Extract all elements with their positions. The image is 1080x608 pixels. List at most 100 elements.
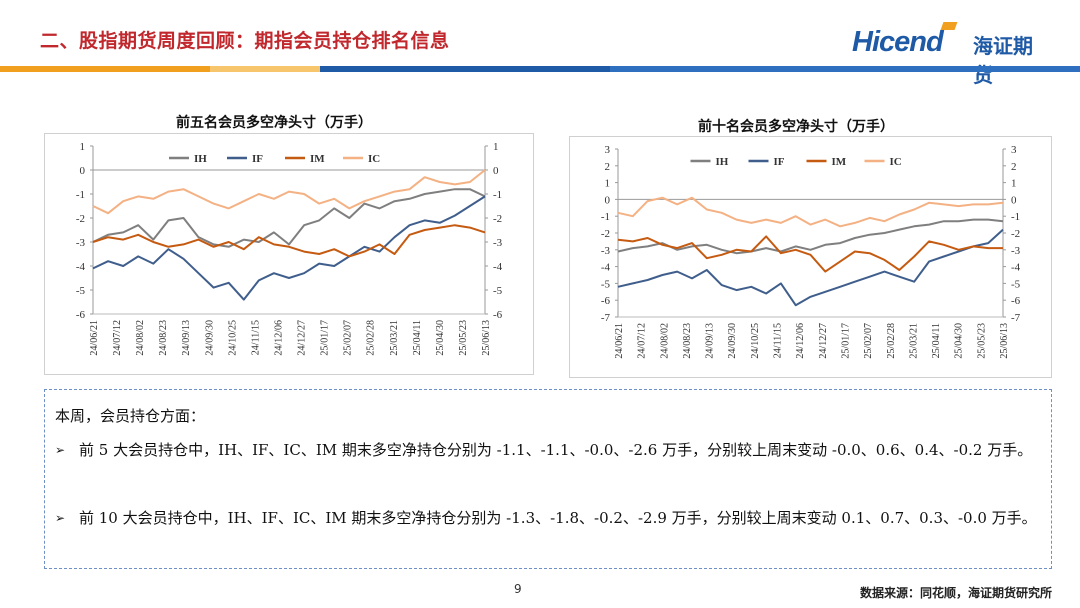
page-title: 二、股指期货周度回顾：期指会员持仓排名信息 <box>40 30 450 52</box>
x-tick-label: 24/08/02 <box>659 323 670 359</box>
y-tick-label-right: 0 <box>493 165 499 177</box>
x-tick-label: 24/12/27 <box>818 323 829 359</box>
y-tick-label-left: -4 <box>76 261 86 273</box>
x-tick-label: 25/04/30 <box>435 320 446 356</box>
x-tick-label: 25/02/07 <box>343 320 354 356</box>
x-tick-label: 25/03/21 <box>389 320 400 356</box>
x-tick-label: 24/11/15 <box>250 320 261 355</box>
series-line-IC <box>617 196 1004 228</box>
logo-en: Hicend <box>852 26 944 58</box>
x-tick-label: 24/08/23 <box>158 320 169 356</box>
y-tick-label-right: 2 <box>1011 161 1017 173</box>
x-tick-label: 24/11/15 <box>773 323 784 358</box>
y-tick-label-left: 1 <box>80 141 86 153</box>
x-tick-label: 25/02/07 <box>863 323 874 359</box>
legend-label-IH: IH <box>716 156 729 168</box>
logo-cn: 海证期货 <box>973 34 1033 87</box>
x-tick-label: 25/04/30 <box>954 323 965 359</box>
x-tick-label: 24/09/13 <box>705 323 716 359</box>
legend-label-IC: IC <box>368 153 380 165</box>
x-tick-label: 24/12/06 <box>795 323 806 359</box>
x-tick-label: 25/02/28 <box>886 323 897 359</box>
y-tick-label-left: -6 <box>76 309 86 321</box>
chart-top5-net-position: 1 1 0 0 -1 -1 -2 -2 -3 -3 -4 -4 -5 -5 -6 -6 24/06/21 24/0… <box>44 133 534 375</box>
data-source: 数据来源：同花顺，海证期货研究所 <box>859 586 1052 600</box>
y-tick-label-left: -5 <box>601 278 611 290</box>
x-tick-label: 24/08/23 <box>682 323 693 359</box>
y-tick-label-left: -1 <box>76 189 85 201</box>
x-tick-label: 25/05/23 <box>458 320 469 356</box>
y-tick-label-left: 0 <box>605 194 611 206</box>
y-tick-label-left: 2 <box>605 161 611 173</box>
y-tick-label-right: -7 <box>1011 312 1021 324</box>
y-tick-label-left: -6 <box>601 295 611 307</box>
bullet-text: 前 10 大会员持仓中，IH、IF、IC、IM 期末多空净持仓分别为 -1.3、… <box>79 509 1037 527</box>
x-tick-label: 25/03/21 <box>908 323 919 359</box>
series-line-IC <box>92 169 486 215</box>
x-tick-label: 24/10/25 <box>227 320 238 356</box>
legend-label-IH: IH <box>194 153 207 165</box>
y-tick-label-left: -3 <box>601 245 611 257</box>
summary-bullet-top5: ➢ 前 5 大会员持仓中，IH、IF、IC、IM 期末多空净持仓分别为 -1.1… <box>55 434 1045 466</box>
x-tick-label: 24/06/21 <box>89 320 100 356</box>
bullet-text: 前 5 大会员持仓中，IH、IF、IC、IM 期末多空净持仓分别为 -1.1、-… <box>79 441 1033 459</box>
logo-mark-icon <box>940 22 958 30</box>
y-tick-label-left: -1 <box>601 211 610 223</box>
y-tick-label-right: -4 <box>1011 262 1021 274</box>
legend-label-IF: IF <box>774 156 785 168</box>
x-tick-label: 24/07/12 <box>112 320 123 356</box>
y-tick-label-right: -4 <box>493 261 503 273</box>
y-tick-label-right: -1 <box>493 189 502 201</box>
bullet-arrow-icon: ➢ <box>55 511 66 525</box>
bullet-arrow-icon: ➢ <box>55 443 66 457</box>
summary-box: 本周，会员持仓方面： ➢ 前 5 大会员持仓中，IH、IF、IC、IM 期末多空… <box>44 389 1052 569</box>
x-tick-label: 25/01/17 <box>320 320 331 356</box>
y-tick-label-left: 0 <box>80 165 86 177</box>
y-tick-label-left: -2 <box>76 213 85 225</box>
y-tick-label-left: 1 <box>605 178 611 190</box>
page-number: 9 <box>514 582 522 596</box>
chart2-title: 前十名会员多空净头寸（万手） <box>698 119 894 135</box>
y-tick-label-right: -5 <box>1011 278 1021 290</box>
series-line-IF <box>92 195 486 301</box>
y-tick-label-right: 3 <box>1011 144 1017 156</box>
summary-heading: 本周，会员持仓方面： <box>55 407 206 425</box>
chart1-title: 前五名会员多空净头寸（万手） <box>176 115 372 131</box>
y-tick-label-right: 1 <box>493 141 499 153</box>
y-tick-label-left: -7 <box>601 312 611 324</box>
y-tick-label-right: -5 <box>493 285 503 297</box>
legend-label-IF: IF <box>252 153 263 165</box>
y-tick-label-right: 1 <box>1011 178 1017 190</box>
y-tick-label-left: -4 <box>601 262 611 274</box>
x-tick-label: 24/10/25 <box>750 323 761 359</box>
series-line-IM <box>92 224 486 258</box>
y-tick-label-left: -5 <box>76 285 86 297</box>
x-tick-label: 24/09/30 <box>204 320 215 356</box>
series-line-IM <box>617 235 1003 273</box>
y-tick-label-right: -6 <box>1011 295 1021 307</box>
y-tick-label-right: -6 <box>493 309 503 321</box>
y-tick-label-right: -1 <box>1011 211 1020 223</box>
x-tick-label: 24/07/12 <box>637 323 648 359</box>
x-tick-label: 24/12/27 <box>297 320 308 356</box>
x-tick-label: 24/08/02 <box>135 320 146 356</box>
x-tick-label: 24/06/21 <box>614 323 625 359</box>
y-tick-label-left: -2 <box>601 228 610 240</box>
x-tick-label: 25/01/17 <box>840 323 851 359</box>
header-divider-bar <box>0 66 1080 72</box>
y-tick-label-right: -2 <box>493 213 502 225</box>
x-tick-label: 25/05/23 <box>976 323 987 359</box>
x-tick-label: 25/04/11 <box>412 320 423 355</box>
x-tick-label: 25/02/28 <box>366 320 377 356</box>
chart-top10-net-position: 3 3 2 2 1 1 0 0 -1 -1 -2 -2 -3 -3 -4 -4 -5 -5 -6 -6 -7 -7 24/0… <box>569 136 1052 378</box>
series-line-IH <box>92 188 486 248</box>
x-tick-label: 25/06/13 <box>999 323 1010 359</box>
legend-label-IC: IC <box>890 156 902 168</box>
x-tick-label: 25/06/13 <box>481 320 492 356</box>
series-line-IF <box>617 228 1004 307</box>
summary-bullet-top10: ➢ 前 10 大会员持仓中，IH、IF、IC、IM 期末多空净持仓分别为 -1.… <box>55 502 1045 534</box>
x-tick-label: 24/09/30 <box>727 323 738 359</box>
y-tick-label-right: 0 <box>1011 194 1017 206</box>
series-line-IH <box>617 218 1004 255</box>
y-tick-label-left: -3 <box>76 237 86 249</box>
